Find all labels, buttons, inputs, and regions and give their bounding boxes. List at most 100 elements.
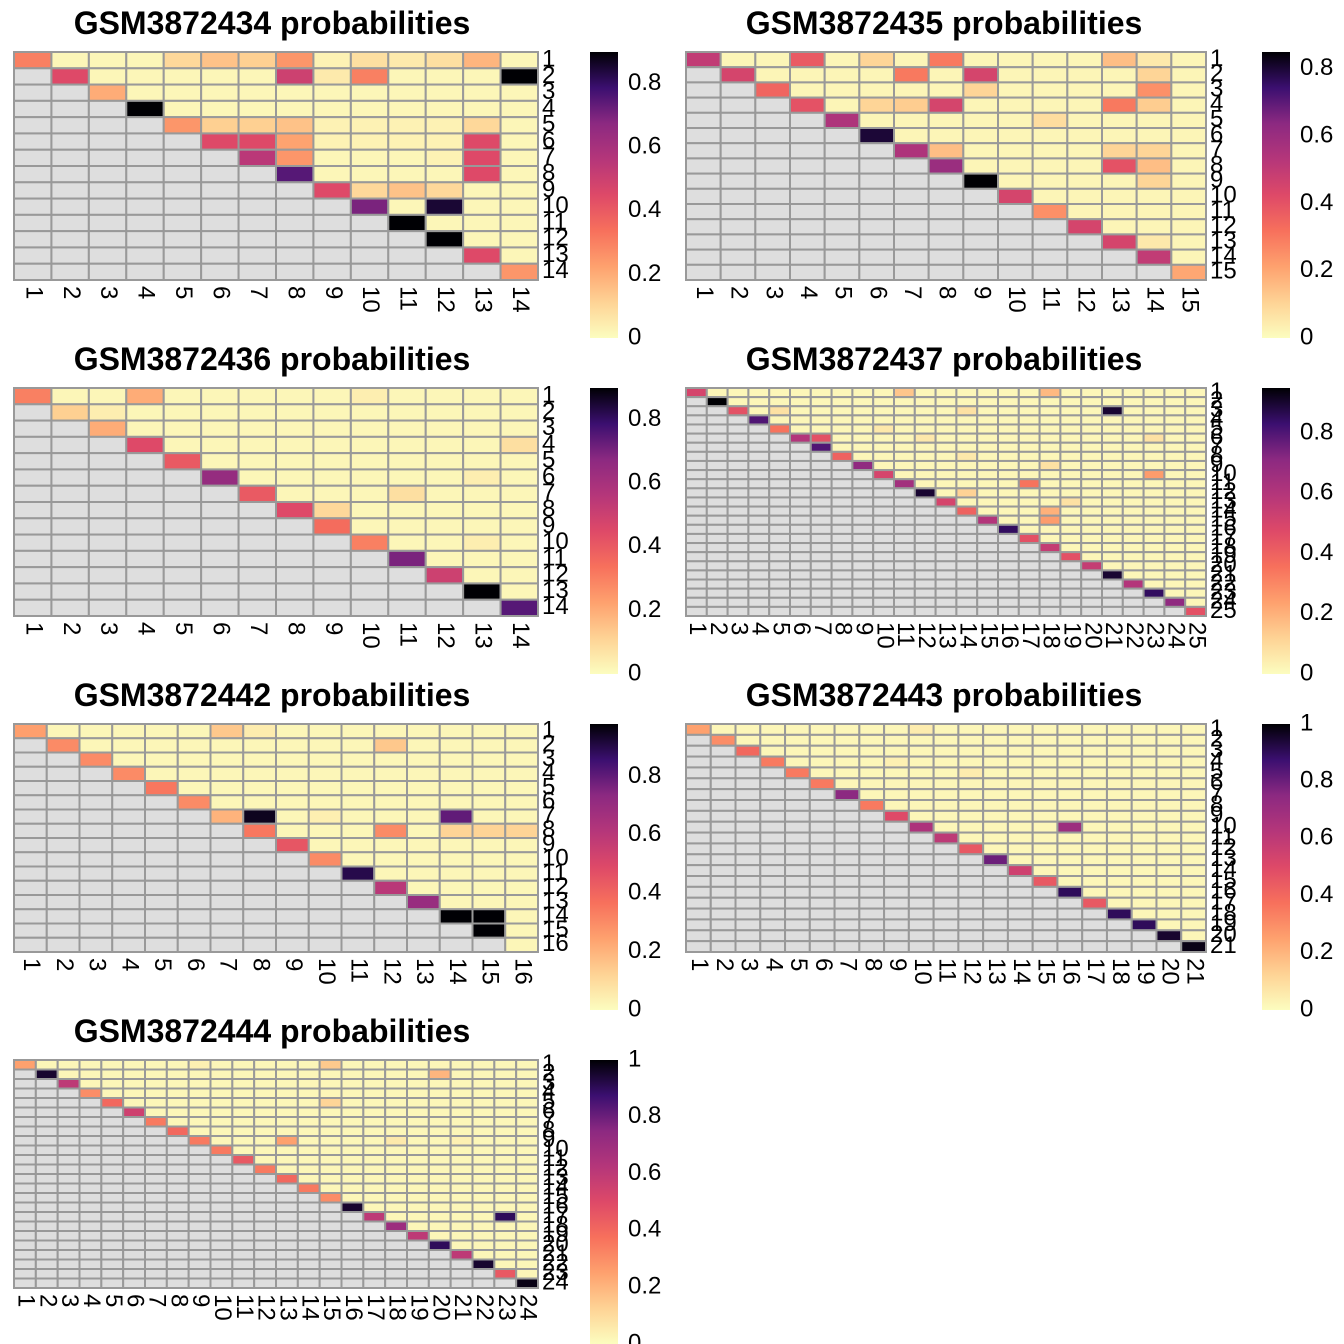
heatmap-cell bbox=[1142, 414, 1166, 426]
heatmap-cell-empty bbox=[907, 929, 935, 943]
row-tick-label: 5 bbox=[542, 1088, 555, 1115]
heatmap-cell bbox=[406, 1220, 430, 1232]
heatmap-cell bbox=[100, 1097, 125, 1109]
heatmap-cell bbox=[1184, 432, 1207, 444]
heatmap-cell bbox=[1130, 799, 1158, 812]
heatmap-cell bbox=[462, 51, 502, 70]
heatmap-cell-empty bbox=[13, 879, 48, 896]
heatmap-cell bbox=[934, 459, 958, 472]
heatmap-cell bbox=[362, 1154, 387, 1166]
heatmap-cell-empty bbox=[13, 132, 53, 151]
heatmap-cell-empty bbox=[709, 896, 737, 910]
heatmap-cell bbox=[515, 1230, 540, 1242]
heatmap-cell bbox=[209, 1068, 234, 1080]
heatmap-cell-empty bbox=[893, 263, 930, 281]
heatmap-cell-empty bbox=[340, 1211, 365, 1223]
heatmap-cell-empty bbox=[231, 1258, 256, 1270]
heatmap-cell bbox=[187, 1106, 212, 1118]
heatmap-cell bbox=[997, 505, 1020, 517]
heatmap-cell bbox=[162, 51, 203, 70]
heatmap-cell bbox=[387, 435, 427, 455]
heatmap-cell-empty bbox=[976, 569, 1000, 581]
heatmap-cell bbox=[927, 96, 965, 114]
col-tick-label: 13 bbox=[1107, 286, 1134, 313]
heatmap-cell-empty bbox=[1038, 605, 1062, 618]
heatmap-cell-empty bbox=[424, 262, 465, 282]
heatmap-cell-empty bbox=[125, 566, 165, 585]
heatmap-cell bbox=[1059, 459, 1083, 472]
heatmap-cell-empty bbox=[734, 809, 762, 823]
heatmap-cell bbox=[384, 1220, 408, 1232]
heatmap-cell-empty bbox=[789, 523, 812, 535]
heatmap-cell-empty bbox=[100, 1116, 125, 1128]
heatmap-cell bbox=[275, 751, 310, 768]
row-tick-label: 1 bbox=[542, 45, 555, 72]
heatmap-cell-empty bbox=[734, 896, 762, 910]
heatmap-cell bbox=[406, 808, 441, 825]
heatmap-cell-empty bbox=[685, 248, 722, 266]
heatmap-cell-empty bbox=[872, 596, 896, 608]
colorbar-tick-label: 0.2 bbox=[1300, 938, 1333, 965]
heatmap-cell bbox=[462, 387, 502, 406]
heatmap-cell bbox=[709, 733, 737, 747]
heatmap-cell bbox=[307, 765, 343, 782]
heatmap-cell bbox=[165, 1068, 190, 1080]
heatmap-cell bbox=[424, 452, 465, 471]
row-tick-label: 4 bbox=[542, 1079, 555, 1106]
col-tick-label: 8 bbox=[859, 958, 886, 971]
heatmap-cell bbox=[187, 1078, 212, 1090]
heatmap-cell-empty bbox=[823, 218, 861, 236]
heatmap-cell bbox=[122, 1059, 146, 1071]
col-tick-label: 4 bbox=[760, 958, 787, 971]
heatmap-cell-empty bbox=[734, 766, 762, 780]
heatmap-cell bbox=[1180, 929, 1207, 943]
heatmap-cell-empty bbox=[362, 1220, 387, 1232]
heatmap-cell-empty bbox=[50, 484, 90, 504]
heatmap-cell-empty bbox=[830, 496, 854, 508]
heatmap-cell-empty bbox=[176, 894, 212, 911]
heatmap-cell-empty bbox=[932, 929, 960, 943]
heatmap-cell bbox=[56, 1059, 81, 1071]
heatmap-cell-empty bbox=[1006, 918, 1034, 932]
heatmap-cell bbox=[387, 197, 427, 216]
heatmap-cell-empty bbox=[373, 922, 408, 939]
heatmap-cell bbox=[275, 99, 315, 119]
heatmap-cell bbox=[340, 780, 376, 797]
colorbar-gradient bbox=[590, 724, 618, 1010]
heatmap-cell bbox=[1101, 233, 1138, 251]
col-tick-label: 24 bbox=[515, 1294, 542, 1321]
heatmap-cell-empty bbox=[976, 560, 1000, 572]
heatmap-cell-empty bbox=[808, 809, 836, 823]
heatmap-cell bbox=[997, 523, 1020, 535]
heatmap-cell-empty bbox=[275, 213, 315, 233]
heatmap-cell-empty bbox=[784, 809, 811, 823]
heatmap-cell bbox=[833, 755, 861, 769]
heatmap-cell bbox=[144, 780, 179, 797]
heatmap-cell bbox=[1101, 496, 1124, 508]
chart-title: GSM3872437 probabilities bbox=[746, 341, 1143, 377]
colorbar-tick-label: 0.6 bbox=[1300, 121, 1333, 148]
heatmap-cell bbox=[1155, 864, 1183, 878]
heatmap-cell-empty bbox=[934, 514, 958, 526]
heatmap-cell-empty bbox=[111, 894, 146, 911]
heatmap-cell bbox=[808, 755, 836, 769]
heatmap-cell bbox=[893, 142, 930, 160]
heatmap-cell-empty bbox=[144, 837, 179, 854]
colorbar-tick-label: 0.8 bbox=[628, 405, 661, 432]
heatmap-cell-empty bbox=[789, 218, 826, 236]
heatmap-cell bbox=[307, 780, 343, 797]
heatmap-cell-empty bbox=[200, 533, 240, 552]
heatmap-cell bbox=[406, 1087, 430, 1099]
heatmap-cell-empty bbox=[809, 560, 833, 572]
heatmap-cell-empty bbox=[200, 181, 240, 200]
heatmap-cell bbox=[1038, 432, 1062, 444]
heatmap-cell bbox=[471, 1059, 496, 1071]
colorbar-tick-label: 0.8 bbox=[628, 69, 661, 96]
heatmap-cell-empty bbox=[13, 1201, 37, 1213]
heatmap-cell bbox=[976, 396, 1000, 408]
row-tick-label: 14 bbox=[542, 902, 569, 929]
heatmap-cell bbox=[1101, 469, 1124, 481]
heatmap-cell-empty bbox=[982, 864, 1009, 878]
heatmap-cell-empty bbox=[275, 566, 315, 585]
heatmap-cell bbox=[427, 1116, 452, 1128]
